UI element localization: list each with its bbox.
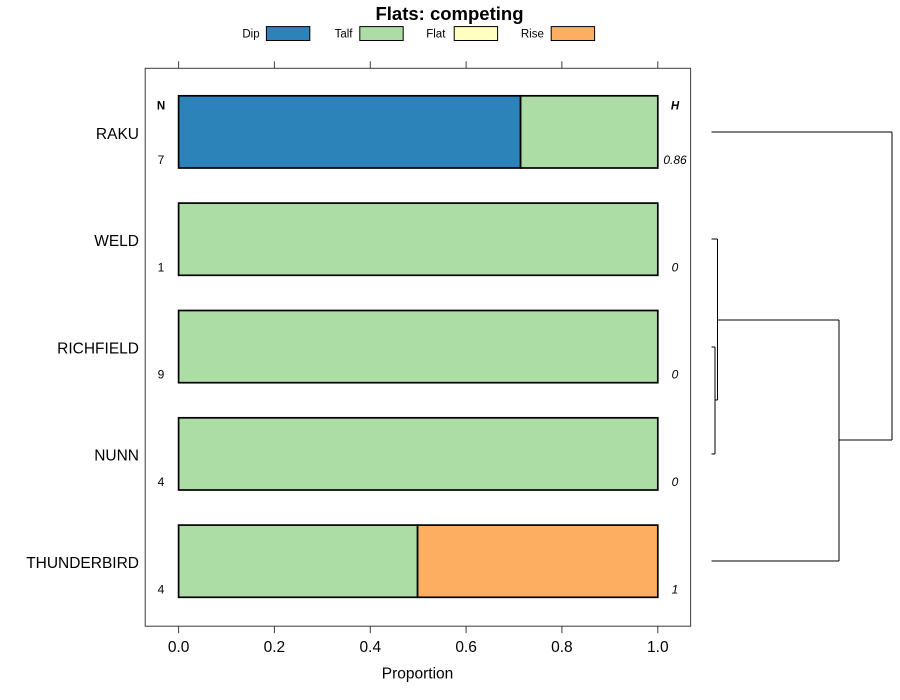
svg-text:9: 9 bbox=[158, 368, 165, 382]
svg-text:0: 0 bbox=[672, 260, 679, 274]
svg-text:RAKU: RAKU bbox=[96, 126, 139, 143]
svg-text:Talf: Talf bbox=[335, 28, 354, 40]
svg-text:1: 1 bbox=[158, 260, 165, 274]
svg-text:0: 0 bbox=[672, 368, 679, 382]
svg-text:0.8: 0.8 bbox=[551, 639, 573, 656]
svg-text:0.0: 0.0 bbox=[168, 639, 190, 656]
svg-text:THUNDERBIRD: THUNDERBIRD bbox=[26, 555, 139, 572]
svg-text:0.4: 0.4 bbox=[360, 639, 382, 656]
svg-text:0.2: 0.2 bbox=[264, 639, 286, 656]
svg-text:WELD: WELD bbox=[94, 233, 139, 250]
svg-text:0: 0 bbox=[672, 475, 679, 489]
svg-text:H: H bbox=[671, 100, 680, 112]
svg-text:Rise: Rise bbox=[521, 28, 544, 40]
svg-text:Flat: Flat bbox=[426, 28, 446, 40]
svg-text:0.86: 0.86 bbox=[663, 153, 687, 167]
svg-text:N: N bbox=[157, 100, 165, 112]
svg-text:RICHFIELD: RICHFIELD bbox=[57, 340, 139, 357]
svg-text:4: 4 bbox=[158, 475, 165, 489]
svg-text:Flats: competing: Flats: competing bbox=[375, 3, 523, 24]
svg-text:0.6: 0.6 bbox=[455, 639, 477, 656]
svg-text:Dip: Dip bbox=[242, 28, 259, 40]
svg-text:NUNN: NUNN bbox=[94, 448, 139, 465]
svg-text:1: 1 bbox=[672, 582, 679, 596]
svg-text:4: 4 bbox=[158, 582, 165, 596]
svg-text:1.0: 1.0 bbox=[647, 639, 669, 656]
svg-text:7: 7 bbox=[158, 153, 165, 167]
svg-text:Proportion: Proportion bbox=[382, 665, 454, 682]
